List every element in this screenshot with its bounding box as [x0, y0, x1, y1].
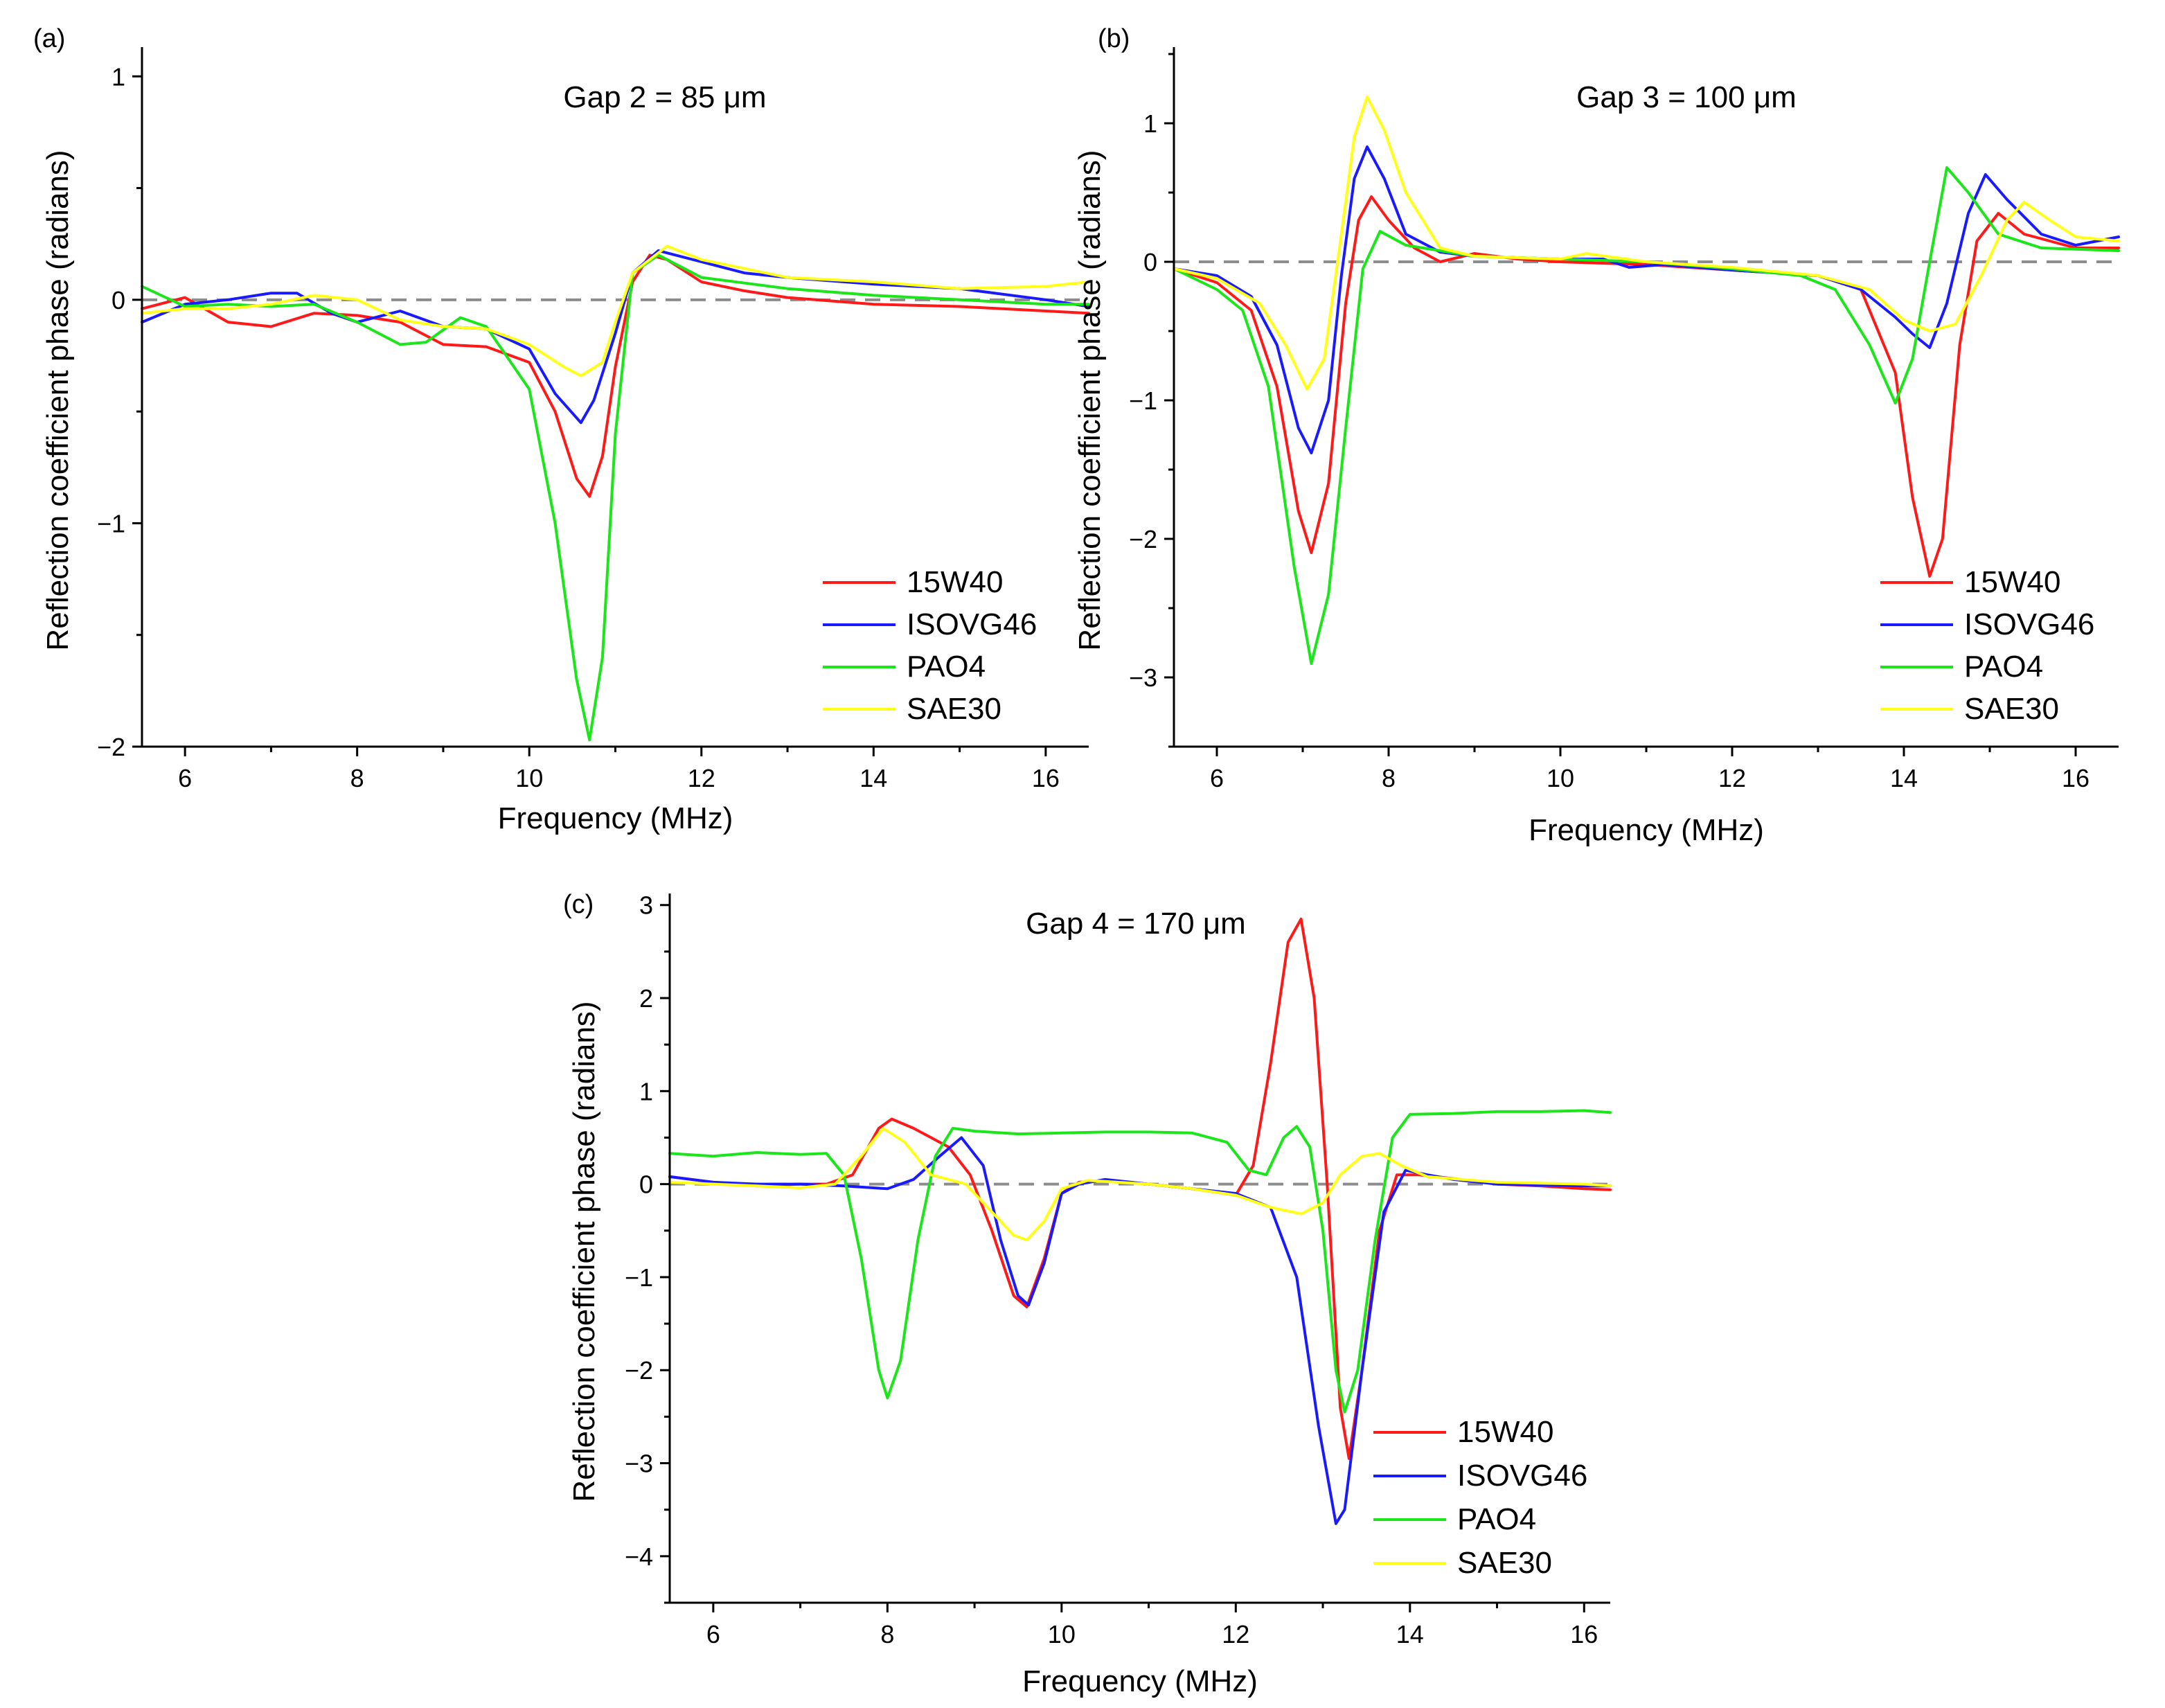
- x-axis-title: Frequency (MHz): [1529, 813, 1764, 847]
- y-tick-label: 0: [1143, 248, 1157, 276]
- legend: 15W40 ISOVG46 PAO4 SAE30: [1373, 1415, 1587, 1580]
- x-tick-label: 8: [1382, 764, 1396, 792]
- y-tick-label: 1: [639, 1077, 653, 1105]
- legend-label-sae30: SAE30: [1457, 1546, 1552, 1580]
- legend-label-isovg46: ISOVG46: [907, 607, 1037, 641]
- y-tick-label: 0: [639, 1171, 653, 1199]
- x-tick-label: 16: [2062, 764, 2090, 792]
- x-tick-label: 16: [1570, 1620, 1598, 1648]
- x-tick-label: 12: [688, 764, 715, 792]
- y-axis-title: Reflection coefficient phase (radians): [1073, 150, 1107, 650]
- x-tick-label: 6: [178, 764, 192, 792]
- gap-annotation: Gap 3 = 100 μm: [1576, 80, 1797, 114]
- x-tick-label: 12: [1718, 764, 1746, 792]
- legend-label-sae30: SAE30: [907, 692, 1001, 726]
- x-tick-label: 10: [515, 764, 543, 792]
- series-line-15w40: [668, 917, 1612, 1460]
- panel-label: (b): [1098, 24, 1130, 53]
- series-line-15w40: [141, 253, 1090, 498]
- x-tick-label: 16: [1032, 764, 1060, 792]
- y-tick-label: −1: [625, 1263, 653, 1292]
- legend-label-pao4: PAO4: [1964, 650, 2043, 684]
- legend-label-15w40: 15W40: [1457, 1415, 1553, 1449]
- y-tick-label: 3: [639, 891, 653, 920]
- y-axis-title: Reflection coefficient phase (radians): [567, 1001, 601, 1502]
- y-tick-label: −2: [1129, 525, 1157, 553]
- x-tick-label: 14: [1396, 1620, 1424, 1648]
- x-tick-label: 14: [859, 764, 887, 792]
- x-tick-label: 14: [1890, 764, 1918, 792]
- x-tick-label: 8: [350, 764, 364, 792]
- y-tick-label: −3: [625, 1450, 653, 1478]
- y-tick-label: 0: [112, 286, 125, 314]
- x-tick-label: 12: [1222, 1620, 1249, 1648]
- y-tick-label: 1: [112, 62, 125, 91]
- y-tick-label: −4: [625, 1542, 653, 1571]
- x-tick-label: 8: [880, 1620, 894, 1648]
- gap-annotation: Gap 4 = 170 μm: [1026, 907, 1246, 941]
- x-axis-title: Frequency (MHz): [498, 801, 733, 835]
- x-axis-title: Frequency (MHz): [1022, 1664, 1258, 1698]
- series-line-pao4: [141, 253, 1090, 742]
- legend-label-pao4: PAO4: [1457, 1502, 1536, 1536]
- legend-label-isovg46: ISOVG46: [1457, 1459, 1587, 1493]
- y-tick-label: −1: [97, 509, 125, 537]
- x-tick-label: 6: [1210, 764, 1224, 792]
- x-tick-label: 10: [1048, 1620, 1076, 1648]
- series-line-15w40: [1173, 195, 2120, 578]
- legend-label-isovg46: ISOVG46: [1964, 607, 2094, 641]
- series-line-sae30: [1173, 96, 2120, 391]
- legend-label-15w40: 15W40: [907, 565, 1003, 599]
- y-tick-label: 2: [639, 984, 653, 1013]
- y-tick-label: −2: [97, 733, 125, 761]
- series-line-sae30: [668, 1127, 1612, 1242]
- legend-label-sae30: SAE30: [1964, 692, 2059, 726]
- legend-label-pao4: PAO4: [907, 650, 986, 684]
- series-line-sae30: [141, 244, 1090, 377]
- series-line-isovg46: [141, 249, 1090, 425]
- panel-label: (a): [33, 24, 65, 53]
- y-axis-title: Reflection coefficient phase (radians): [41, 150, 75, 650]
- legend-label-15w40: 15W40: [1964, 565, 2060, 599]
- x-tick-label: 6: [706, 1620, 720, 1648]
- series-line-isovg46: [1173, 145, 2120, 454]
- x-tick-label: 10: [1547, 764, 1574, 792]
- series-line-pao4: [668, 1109, 1612, 1414]
- y-tick-label: 1: [1143, 109, 1157, 138]
- y-tick-label: −2: [625, 1356, 653, 1385]
- panel-label: (c): [563, 890, 594, 919]
- y-tick-label: −1: [1129, 386, 1157, 415]
- legend: 15W40 ISOVG46 PAO4 SAE30: [1880, 565, 2094, 726]
- legend: 15W40 ISOVG46 PAO4 SAE30: [823, 565, 1037, 726]
- gap-annotation: Gap 2 = 85 μm: [563, 80, 766, 114]
- series-line-isovg46: [668, 1136, 1612, 1525]
- y-tick-label: −3: [1129, 664, 1157, 692]
